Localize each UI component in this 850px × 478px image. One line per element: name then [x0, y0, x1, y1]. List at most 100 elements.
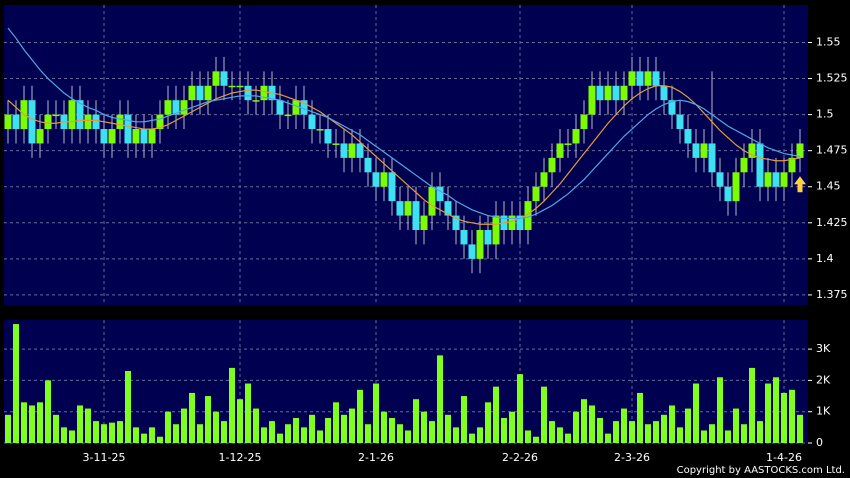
volume-bar: [573, 411, 579, 443]
candle-body: [348, 143, 356, 158]
candle-body: [380, 172, 388, 187]
y-tick-label: 1.375: [816, 288, 848, 301]
candle-body: [148, 129, 156, 144]
volume-bar: [797, 414, 803, 443]
candle-body: [468, 244, 476, 259]
candle-body: [252, 100, 260, 102]
candle-body: [428, 186, 436, 216]
candle-body: [436, 186, 444, 202]
x-tick-label: 2-3-26: [614, 451, 650, 464]
candle-body: [356, 143, 364, 158]
candle-body: [740, 157, 748, 173]
volume-bar: [733, 408, 739, 443]
volume-bar: [37, 402, 43, 443]
candle-body: [660, 85, 668, 101]
candle-body: [68, 100, 76, 130]
volume-bar: [493, 386, 499, 443]
volume-bar: [693, 383, 699, 443]
candle-body: [156, 114, 164, 130]
candle-body: [228, 85, 236, 88]
candle-body: [732, 172, 740, 202]
candle-body: [772, 172, 780, 187]
volume-bar: [749, 367, 755, 443]
x-tick-label: 3-11-25: [83, 451, 126, 464]
x-tick-label: 2-2-26: [502, 451, 538, 464]
candle-body: [532, 186, 540, 202]
volume-bar: [13, 324, 19, 443]
candle-body: [524, 201, 532, 230]
volume-bar: [221, 421, 227, 443]
volume-bar: [629, 421, 635, 443]
candle-body: [556, 143, 564, 158]
volume-bar: [621, 408, 627, 443]
volume-bar: [717, 377, 723, 443]
y-tick-label: 1.425: [816, 216, 848, 229]
volume-bar: [149, 427, 155, 443]
moving-average-line: [7, 27, 801, 220]
volume-bar: [725, 430, 731, 443]
volume-bar: [61, 427, 67, 443]
volume-bar: [789, 389, 795, 443]
candle-body: [196, 85, 204, 101]
candle-body: [588, 85, 596, 115]
candle-body: [140, 129, 148, 144]
y-tick-label: 2K: [816, 373, 831, 386]
candle-body: [764, 172, 772, 187]
volume-bar: [117, 421, 123, 443]
volume-bar: [557, 427, 563, 443]
volume-bar: [77, 405, 83, 443]
volume-bar: [133, 427, 139, 443]
candle-body: [628, 71, 636, 86]
volume-bar: [669, 405, 675, 443]
candle-body: [236, 85, 244, 88]
candle-body: [36, 129, 44, 144]
volume-bar: [5, 414, 11, 443]
candle-body: [644, 71, 652, 86]
volume-bar: [589, 405, 595, 443]
volume-bar: [605, 433, 611, 443]
candle-body: [412, 201, 420, 230]
candle-body: [444, 201, 452, 216]
volume-bar: [349, 408, 355, 443]
volume-bar: [645, 424, 651, 443]
y-tick-label: 0: [816, 436, 823, 449]
volume-bar: [437, 355, 443, 443]
volume-bar: [453, 427, 459, 443]
volume-bar: [29, 405, 35, 443]
volume-bar: [405, 430, 411, 443]
candle-body: [108, 129, 116, 144]
candle-body: [708, 143, 716, 173]
candle-body: [172, 100, 180, 115]
volume-bar: [509, 411, 515, 443]
candle-body: [668, 100, 676, 115]
volume-bar: [661, 414, 667, 443]
volume-bar: [301, 427, 307, 443]
candle-body: [748, 143, 756, 158]
volume-bar: [109, 422, 115, 443]
candle-body: [44, 114, 52, 130]
candle-body: [572, 129, 580, 144]
volume-bar: [317, 430, 323, 443]
candle-body: [604, 85, 612, 101]
volume-bar: [69, 430, 75, 443]
volume-bar: [197, 424, 203, 443]
candle-body: [788, 157, 796, 173]
candle-body: [316, 129, 324, 131]
candle-body: [308, 114, 316, 130]
candle-body: [492, 215, 500, 245]
candle-body: [92, 114, 100, 130]
volume-bar: [781, 392, 787, 443]
volume-bar: [253, 408, 259, 443]
y-tick-label: 3K: [816, 342, 831, 355]
volume-bar: [269, 421, 275, 443]
candle-body: [396, 201, 404, 216]
volume-bar: [205, 396, 211, 443]
volume-bar: [653, 421, 659, 443]
volume-bar: [245, 383, 251, 443]
volume-bar: [261, 427, 267, 443]
candle-body: [204, 85, 212, 101]
volume-bar: [157, 436, 163, 443]
volume-bar: [525, 430, 531, 443]
y-tick-label: 1.475: [816, 144, 848, 157]
volume-bar: [93, 421, 99, 443]
